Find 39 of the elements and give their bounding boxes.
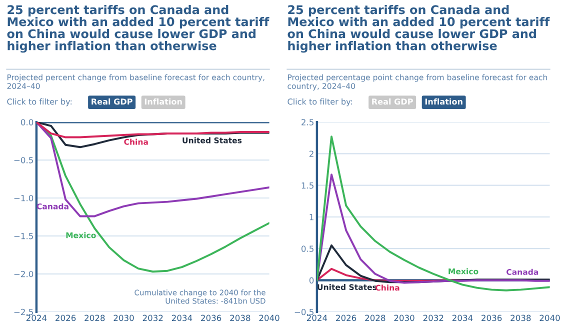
y-tick-label: −0.5	[14, 157, 33, 164]
y-tick-label: 0.0	[20, 119, 34, 126]
text: Real GDP	[92, 98, 132, 105]
x-tick-label: 2028	[365, 314, 386, 322]
line-series	[316, 174, 550, 284]
y-tick-label: −1.5	[14, 233, 33, 240]
x-tick-label: 2026	[56, 314, 76, 322]
text: Inflation	[425, 98, 462, 105]
x-tick-label: 2040	[540, 314, 560, 322]
y-tick-label: −2.5	[14, 308, 33, 316]
x-tick-label: 2034	[452, 314, 473, 322]
y-tick-label: 0.5	[301, 246, 314, 252]
x-tick-label: 2040	[259, 314, 280, 322]
y-tick-label: −1.0	[14, 194, 34, 202]
chart-title: 25 percent tariffs on Canada and Mexico with an added 10 percent tariff on China would cause lower GDP and higher inflation than otherwise	[288, 4, 550, 53]
x-tick-label: 2028	[84, 314, 105, 322]
x-tick-label: 2036	[482, 314, 502, 322]
x-tick-label: 2036	[201, 314, 222, 322]
x-tick-label: 2030	[394, 314, 414, 322]
x-tick-label: 2038	[230, 314, 250, 322]
line-series	[316, 136, 550, 292]
y-tick-label: 0	[309, 277, 314, 284]
x-tick-label: 2038	[510, 314, 531, 322]
y-tick-label: 2.5	[302, 119, 314, 126]
x-tick-label: 2032	[423, 314, 444, 322]
y-tick-label: 1	[310, 214, 314, 220]
x-tick-label: 2026	[336, 314, 356, 322]
x-tick-label: 2032	[142, 314, 163, 322]
x-tick-label: 2034	[172, 314, 192, 322]
y-tick-label: 1.5	[302, 182, 314, 189]
x-tick-label: 2024	[306, 314, 328, 322]
y-tick-label: −0.5	[294, 308, 314, 316]
y-tick-label: 2	[309, 150, 314, 157]
text: Click to filter by:	[288, 98, 352, 106]
x-tick-label: 2024	[26, 314, 47, 322]
text: Click to filter by:	[7, 98, 72, 106]
chart-title: 25 percent tariffs on Canada and Mexico with an added 10 percent tariff on China would cause lower GDP and higher inflation than otherwise	[7, 4, 270, 53]
y-tick-label: −2.0	[14, 270, 34, 278]
x-tick-label: 2030	[114, 314, 134, 322]
